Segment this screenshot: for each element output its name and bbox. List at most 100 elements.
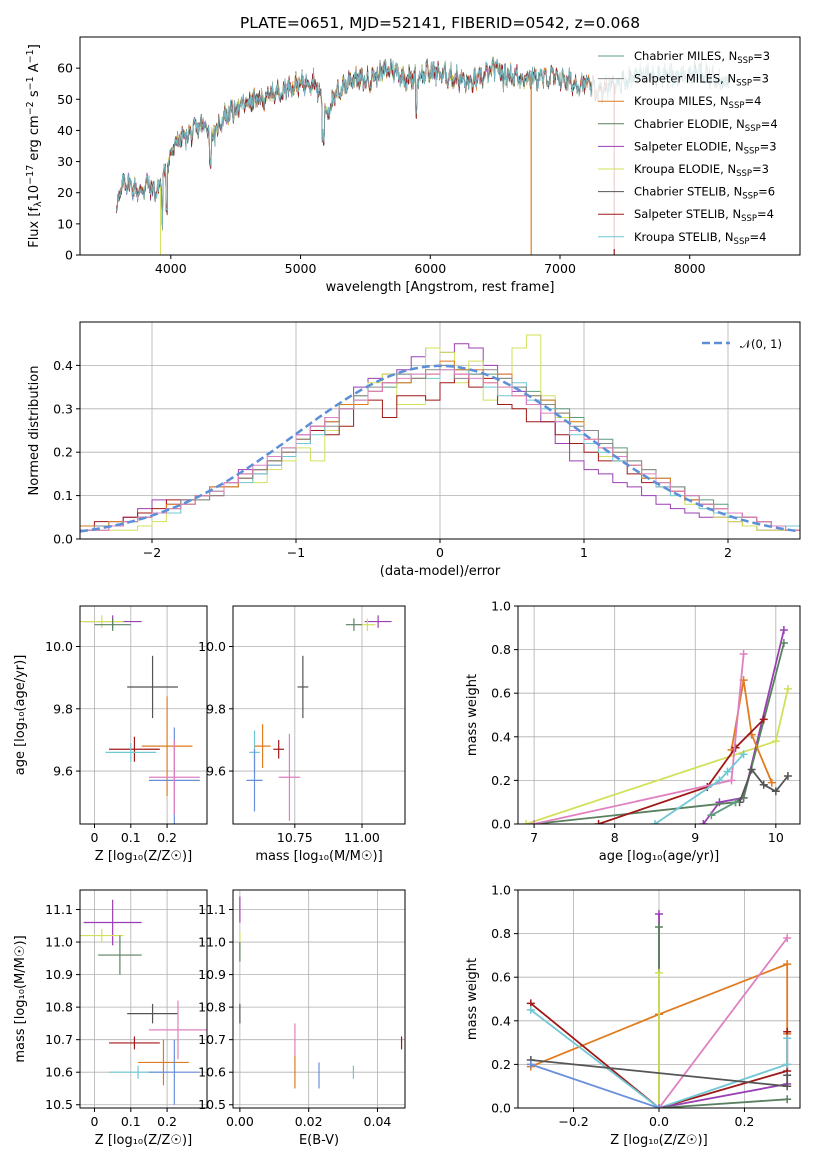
y-tick-label: 60 <box>57 61 73 76</box>
y-tick-label: 10.9 <box>45 967 73 982</box>
legend-entry-part: SSP <box>744 146 760 156</box>
x-tick-label: 0.2 <box>157 830 177 845</box>
y-axis-label: mass [log₁₀(M/M☉)] <box>13 935 28 1062</box>
panel-weight_vs_age: 7 8 9 10 0.0 0.2 0.4 0.6 0.8 1.0 age [log₁₀(age/yr… <box>465 599 801 864</box>
weight-line <box>658 937 788 1108</box>
weight-line <box>658 927 788 1108</box>
weight-line <box>530 1009 789 1108</box>
plot-area <box>246 615 392 821</box>
y-axis-label: Flux [fλ10−17 erg cm−2 s−1 A−1] <box>25 44 44 248</box>
weight-marker <box>655 909 663 918</box>
panel-mass_vs_ebv: 0.00 0.02 0.04 10.5 10.6 10.7 10.8 10.9 11.0 11.1… <box>198 889 406 1148</box>
legend-entry-part: Chabrier MILES, N <box>634 49 737 63</box>
y-axis-label: mass weight <box>465 958 480 1040</box>
legend-entry-part: =3 <box>760 139 777 153</box>
legend-entry-part: =4 <box>749 230 766 244</box>
panel-weight_vs_Z: −0.2 0.0 0.2 0.0 0.2 0.4 0.6 0.8 1.0 Z [log₁₀(Z/Z… <box>465 883 801 1148</box>
x-tick-label: 2 <box>724 545 732 560</box>
weight-marker <box>779 639 788 648</box>
axes-frame <box>517 605 801 825</box>
weight-marker <box>594 820 603 824</box>
y-axis-label-part: 10 <box>27 185 42 202</box>
legend-entry-part: Chabrier STELIB, N <box>634 185 742 199</box>
legend-entry: Kroupa ELODIE, NSSP=3 <box>634 162 769 179</box>
y-axis-label-part: −1 <box>25 49 36 63</box>
y-tick-label: 0.2 <box>491 773 511 788</box>
panel-age_vs_mass: 10.75 11.00 9.6 9.8 10.0 mass [log₁₀(M/M☉)] <box>198 605 406 864</box>
legend-entry-part: Salpeter STELIB, N <box>634 207 741 221</box>
panel-residuals: −2 −1 0 1 2 0.0 0.1 0.2 0.3 0.4 (data-model)/error… <box>27 321 801 579</box>
y-tick-label: 10.8 <box>45 1000 73 1015</box>
y-axis-label: Normed distribution <box>27 366 42 496</box>
weight-marker <box>779 625 788 634</box>
y-tick-label: 10.6 <box>198 1065 226 1080</box>
y-axis-label-part: ] <box>27 44 42 49</box>
y-tick-label: 0.2 <box>491 1057 511 1072</box>
y-axis-label-part: −17 <box>25 165 36 185</box>
x-tick-label: 1 <box>580 545 588 560</box>
x-tick-label: 10.75 <box>277 830 313 845</box>
weight-marker <box>526 1005 535 1014</box>
y-tick-label: 20 <box>57 185 73 200</box>
plot-area <box>80 334 800 539</box>
weight-line <box>654 753 745 824</box>
plot-area <box>522 625 792 824</box>
weight-line <box>530 962 789 1068</box>
x-tick-label: 0.0 <box>649 1114 669 1129</box>
legend-entry-part: =4 <box>744 94 761 108</box>
weight-marker <box>707 811 716 820</box>
y-tick-label: 9.6 <box>53 764 73 779</box>
legend-entry-part: =6 <box>758 185 775 199</box>
weight-marker <box>522 820 531 824</box>
y-tick-label: 10.7 <box>45 1032 73 1047</box>
axes-frame <box>79 605 208 825</box>
weight-marker <box>783 933 792 942</box>
x-tick-label: 0.1 <box>121 1114 141 1129</box>
panel-mass_vs_Z: 0 0.1 0.2 10.5 10.6 10.7 10.8 10.9 11.0 11.1 Z [lo… <box>13 889 208 1148</box>
y-tick-label: 30 <box>57 154 73 169</box>
y-tick-label: 10.8 <box>198 1000 226 1015</box>
y-axis-label: age [log₁₀(age/yr)] <box>13 655 28 776</box>
panel-age_vs_Z: 0 0.1 0.2 9.6 9.8 10.0 Z [log₁₀(Z/Z☉)] age [log… <box>13 605 208 864</box>
weight-marker <box>783 1095 792 1104</box>
x-tick-label: 0.2 <box>735 1114 755 1129</box>
weight-line <box>710 801 736 817</box>
y-tick-label: 0.4 <box>491 1013 511 1028</box>
y-tick-label: 0.0 <box>491 817 511 832</box>
weight-marker <box>783 1034 792 1043</box>
gaussian-curve <box>80 364 800 533</box>
x-tick-label: 4000 <box>155 261 187 276</box>
y-axis-label-part: erg cm <box>27 115 42 164</box>
legend-entry-part: SSP <box>734 237 750 247</box>
legend-entry-part: =3 <box>753 49 770 63</box>
x-tick-label: 8000 <box>674 261 706 276</box>
x-tick-label: 10 <box>768 830 784 845</box>
weight-marker <box>723 767 732 776</box>
legend-entry: Salpeter ELODIE, NSSP=3 <box>634 139 777 156</box>
legend-entry-part: SSP <box>737 56 753 66</box>
legend-entry: Chabrier STELIB, NSSP=6 <box>634 185 775 202</box>
y-tick-label: 0 <box>65 248 73 263</box>
y-tick-label: 10.0 <box>45 639 73 654</box>
x-axis-label: mass [log₁₀(M/M☉)] <box>255 849 382 864</box>
legend-entry-part: Salpeter ELODIE, N <box>634 139 744 153</box>
x-axis-label: age [log₁₀(age/yr)] <box>599 849 720 864</box>
y-tick-label: 0.8 <box>491 926 511 941</box>
y-tick-label: 11.0 <box>45 935 73 950</box>
weight-marker <box>759 780 768 789</box>
y-tick-label: 9.8 <box>206 701 226 716</box>
x-tick-label: 0.02 <box>295 1114 323 1129</box>
weight-marker <box>747 765 756 774</box>
y-axis-label-part: s <box>27 90 42 101</box>
x-tick-label: 8 <box>611 830 619 845</box>
weight-marker <box>771 737 780 746</box>
y-axis-label-part: λ <box>33 201 44 207</box>
legend-entry-part: SSP <box>742 192 758 202</box>
y-tick-label: 0.3 <box>53 401 73 416</box>
y-tick-label: 10.7 <box>198 1032 226 1047</box>
x-tick-label: −1 <box>287 545 305 560</box>
y-tick-label: 10 <box>57 216 73 231</box>
weight-marker <box>783 1060 792 1069</box>
